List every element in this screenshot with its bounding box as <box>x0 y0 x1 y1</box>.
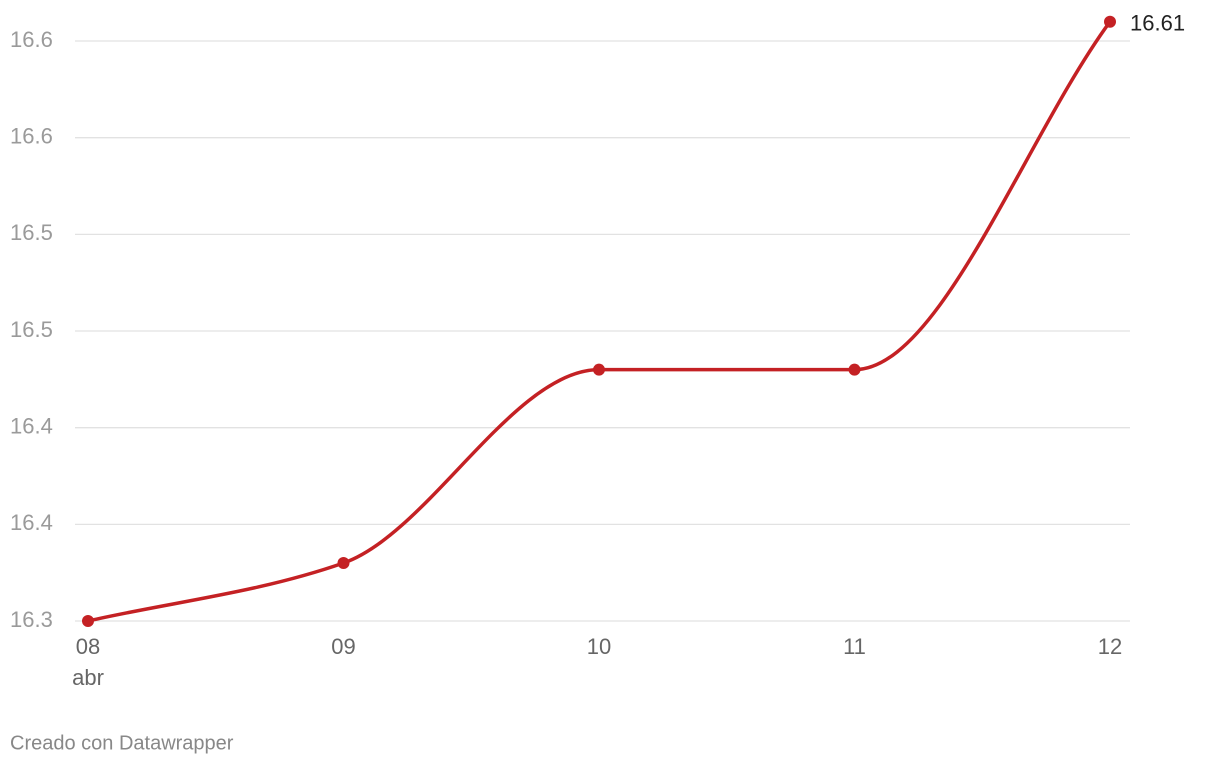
y-tick-label: 16.6 <box>10 124 53 149</box>
point <box>848 363 861 376</box>
point <box>1104 15 1116 28</box>
point <box>82 615 94 627</box>
y-tick-label: 16.3 <box>10 607 53 632</box>
y-tick-label: 16.4 <box>10 510 53 535</box>
credit: Creado con Datawrapper <box>10 732 234 754</box>
y-tick-label: 16.4 <box>10 413 53 438</box>
x-tick-label: 10 <box>587 634 611 659</box>
y-tick-label: 16.6 <box>10 27 53 52</box>
x-tick-label: 09 <box>331 634 355 659</box>
x-tick-label: 11 <box>843 634 866 659</box>
line <box>87 20 1112 623</box>
point <box>593 363 605 376</box>
point <box>337 557 350 570</box>
y-tick-label: 16.5 <box>10 220 53 245</box>
x-period-label: abr <box>72 665 104 690</box>
y-tick-label: 16.5 <box>10 317 53 342</box>
x-tick-label: 08 <box>76 634 100 659</box>
value-label: 16.61 <box>1130 11 1185 36</box>
x-tick-label: 12 <box>1098 634 1122 659</box>
